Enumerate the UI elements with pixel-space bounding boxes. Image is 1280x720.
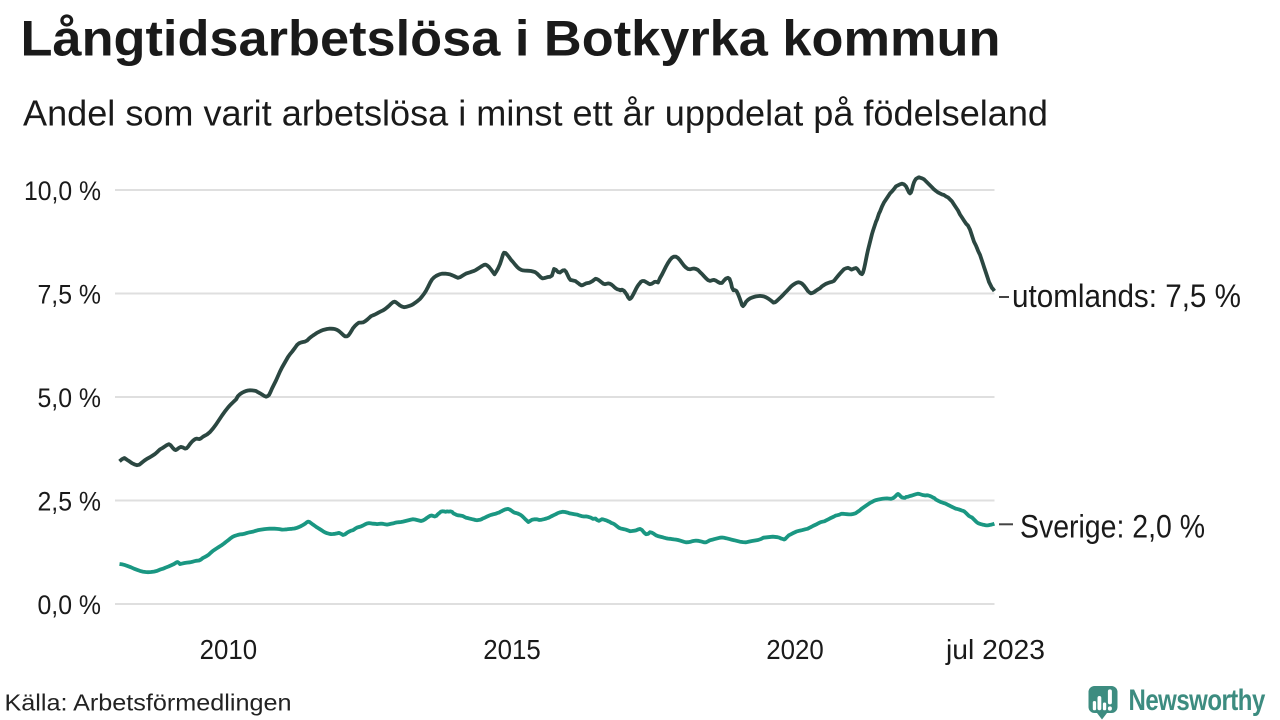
svg-text:5,0 %: 5,0 % (38, 383, 102, 413)
svg-text:jul 2023: jul 2023 (945, 634, 1045, 665)
svg-text:Långtidsarbetslösa i Botkyrka: Långtidsarbetslösa i Botkyrka kommun (21, 11, 1001, 67)
svg-text:2015: 2015 (483, 634, 541, 665)
svg-text:2,5 %: 2,5 % (38, 487, 102, 517)
svg-text:Andel som varit arbetslösa i m: Andel som varit arbetslösa i minst ett å… (23, 93, 1048, 134)
svg-text:0,0 %: 0,0 % (38, 590, 102, 620)
svg-text:10,0 %: 10,0 % (24, 176, 101, 206)
svg-text:2020: 2020 (766, 634, 824, 665)
svg-text:Newsworthy: Newsworthy (1129, 682, 1266, 716)
svg-text:Källa: Arbetsförmedlingen: Källa: Arbetsförmedlingen (5, 690, 292, 716)
svg-text:Sverige: 2,0 %: Sverige: 2,0 % (1020, 509, 1205, 545)
svg-text:7,5 %: 7,5 % (38, 280, 102, 310)
svg-text:2010: 2010 (200, 634, 258, 665)
svg-text:utomlands: 7,5 %: utomlands: 7,5 % (1012, 278, 1241, 314)
